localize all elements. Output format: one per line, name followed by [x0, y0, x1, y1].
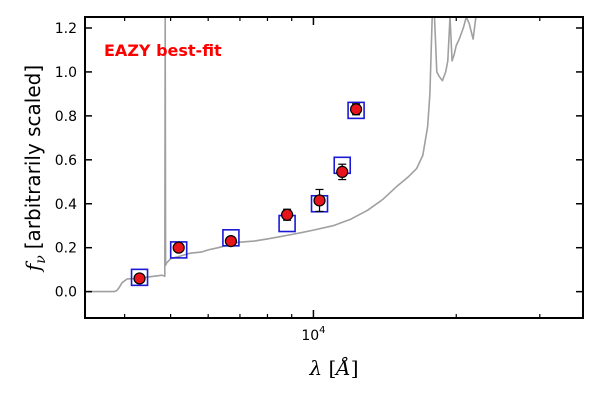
observed-point: [313, 194, 326, 207]
y-tick-label: 1.2: [55, 21, 77, 37]
x-axis-title: λ [Å]: [308, 355, 358, 380]
x-axis-unit-close: ]: [351, 356, 359, 380]
axis-ticks: 0.0 0.2 0.4 0.6 0.8 1.0 1.2 104: [55, 17, 583, 344]
y-axis-title: fν[arbitrarily scaled]: [21, 65, 49, 273]
x-tick-label-exponent: 4: [319, 325, 325, 336]
y-tick-label: 1.0: [55, 65, 77, 81]
observed-point: [133, 272, 146, 285]
y-tick-label: 0.6: [55, 153, 77, 169]
x-axis-symbol: λ: [308, 356, 322, 380]
observed-point: [336, 165, 349, 178]
plot-frame: [84, 16, 584, 319]
x-axis-unit-open: [: [328, 356, 336, 380]
observed-point: [280, 208, 294, 221]
photometry-layer: [130, 101, 365, 287]
annotation-label: EAZY best-fit: [104, 41, 222, 60]
y-tick-label: 0.2: [55, 241, 77, 257]
model-spectrum-layer: [85, 17, 477, 293]
observed-point: [172, 241, 185, 254]
model-spectrum-line: [85, 17, 477, 293]
y-axis-subscript: ν: [33, 255, 49, 264]
y-axis-text: [arbitrarily scaled]: [21, 65, 45, 249]
y-tick-label: 0.8: [55, 109, 77, 125]
x-axis-unit: Å: [334, 355, 350, 380]
observed-point: [224, 235, 238, 248]
x-tick-label: 104: [301, 325, 325, 344]
observed-point: [349, 103, 363, 116]
x-tick-label-base: 10: [301, 328, 319, 344]
y-tick-label: 0.0: [55, 285, 77, 301]
model-photometry-box: [347, 101, 365, 120]
y-tick-label: 0.4: [55, 197, 77, 213]
model-photometry-box: [130, 268, 149, 287]
